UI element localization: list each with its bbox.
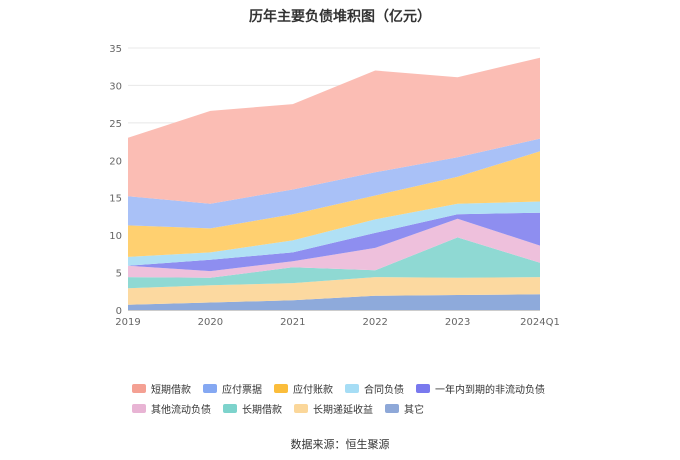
legend-item[interactable]: 合同负债 (345, 381, 404, 396)
legend-swatch (345, 383, 359, 393)
area-series-合同负债 (128, 201, 540, 266)
legend-item[interactable]: 长期递延收益 (294, 401, 373, 416)
legend-swatch (294, 403, 308, 413)
legend-swatch (132, 403, 146, 413)
y-tick-label: 20 (109, 156, 122, 167)
chart-legend: 短期借款 应付票据 应付账款 合同负债 一年内到期的非流动负债 其他流动负债 长期借款 长期… (132, 378, 572, 418)
area-series-其它 (128, 294, 540, 310)
legend-item[interactable]: 应付账款 (274, 381, 333, 396)
x-tick-label: 2024Q1 (520, 317, 560, 328)
legend-label: 其它 (404, 404, 424, 416)
legend-label: 应付票据 (222, 384, 262, 396)
legend-label: 短期借款 (151, 384, 191, 396)
data-source-note: 数据来源：恒生聚源 (290, 438, 390, 451)
legend-swatch (203, 383, 217, 393)
stacked-area-chart: 0 5 10 15 20 25 30 35 2019 2020 2021 2022 2023 2024Q1 (109, 44, 560, 328)
area-series-长期借款 (128, 237, 540, 289)
legend-label: 应付账款 (293, 384, 333, 396)
legend-label: 长期借款 (242, 404, 282, 416)
x-tick-label: 2020 (198, 317, 223, 328)
legend-label: 长期递延收益 (313, 404, 373, 416)
legend-item[interactable]: 其它 (385, 401, 424, 416)
area-series-一年内到期的非流动负债 (128, 212, 540, 272)
x-tick-label: 2022 (362, 317, 387, 328)
legend-row: 短期借款 应付票据 应付账款 合同负债 一年内到期的非流动负债 (132, 378, 572, 398)
legend-item[interactable]: 长期借款 (223, 401, 282, 416)
y-tick-label: 15 (109, 194, 122, 205)
legend-item[interactable]: 短期借款 (132, 381, 191, 396)
legend-row: 其他流动负债 长期借款 长期递延收益 其它 (132, 398, 572, 418)
x-tick-label: 2023 (445, 317, 470, 328)
y-tick-label: 25 (109, 119, 122, 130)
legend-label: 合同负债 (364, 384, 404, 396)
legend-item[interactable]: 一年内到期的非流动负债 (416, 381, 545, 396)
legend-swatch (132, 383, 146, 393)
y-tick-label: 10 (109, 231, 122, 242)
x-tick-label: 2021 (280, 317, 305, 328)
legend-label: 一年内到期的非流动负债 (435, 384, 545, 396)
legend-swatch (223, 403, 237, 413)
area-series-短期借款 (128, 57, 540, 204)
y-tick-label: 0 (116, 306, 122, 317)
legend-item[interactable]: 其他流动负债 (132, 401, 211, 416)
legend-swatch (416, 383, 430, 393)
area-series-其他流动负债 (128, 218, 540, 278)
area-series-应付账款 (128, 151, 540, 257)
y-tick-label: 30 (109, 81, 122, 92)
legend-label: 其他流动负债 (151, 404, 211, 416)
area-series-应付票据 (128, 138, 540, 229)
legend-swatch (274, 383, 288, 393)
x-tick-label: 2019 (115, 317, 140, 328)
legend-item[interactable]: 应付票据 (203, 381, 262, 396)
y-tick-label: 5 (116, 269, 122, 280)
y-tick-label: 35 (109, 44, 122, 55)
chart-title: 历年主要负债堆积图（亿元） (249, 9, 431, 25)
legend-swatch (385, 403, 399, 413)
area-series-长期递延收益 (128, 277, 540, 305)
